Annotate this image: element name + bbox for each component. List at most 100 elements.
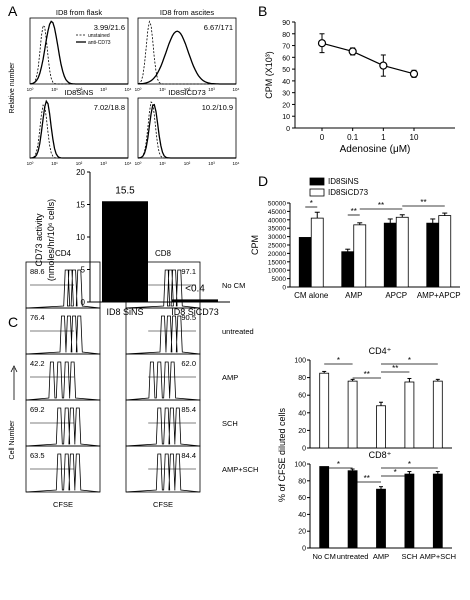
y-tick-label: 5 xyxy=(81,266,86,275)
significance-label: * xyxy=(408,356,411,365)
y-tick-label: 70 xyxy=(282,44,290,51)
cfse-histogram xyxy=(125,315,201,355)
cfse-histogram xyxy=(25,453,101,493)
row-label: untreated xyxy=(222,327,254,336)
y-tick-label: 45000 xyxy=(268,209,286,216)
significance-label: ** xyxy=(364,370,370,379)
cfse-histogram xyxy=(125,407,201,447)
x-tick-label: ID8 SiNS xyxy=(106,307,143,317)
data-label: <0.4 xyxy=(185,283,205,294)
cfse-histogram xyxy=(25,269,101,309)
cfse-histogram xyxy=(25,361,101,401)
x-tick-label: SCH xyxy=(401,552,417,561)
panel-letter-D: D xyxy=(258,173,268,189)
y-axis-title: CPM (X10³) xyxy=(264,51,274,99)
histogram-frame xyxy=(125,445,201,493)
row-label: AMP+SCH xyxy=(222,465,258,474)
histogram-title: ID8SiCD73 xyxy=(168,88,206,97)
histogram-tick-label: 10³ xyxy=(208,161,215,166)
histogram-tick-label: 10⁰ xyxy=(27,87,34,92)
x-tick-label: untreated xyxy=(337,552,369,561)
x-tick-label: 1 xyxy=(381,133,386,142)
y-tick-label: 80 xyxy=(298,375,306,382)
x-tick-label: AMP+SCH xyxy=(420,552,456,561)
bar xyxy=(353,224,367,288)
histogram-title: ID8 from ascites xyxy=(160,8,214,17)
cfse-histogram xyxy=(25,407,101,447)
y-tick-label: 50 xyxy=(282,67,290,74)
y-tick-label: 40 xyxy=(298,512,306,519)
panel-letter-A: A xyxy=(8,3,18,19)
row-label: SCH xyxy=(222,419,238,428)
significance-label: ** xyxy=(392,364,398,373)
row-label: AMP xyxy=(222,373,238,382)
histogram-tick-label: 10⁰ xyxy=(27,161,34,166)
histogram-tick-label: 10⁰ xyxy=(135,87,142,92)
legend-label: ID8SiCD73 xyxy=(328,188,369,197)
isotype-histogram xyxy=(29,104,128,159)
y-axis-title: (nmoles/hr/10⁶ cells) xyxy=(46,199,56,281)
y-tick-label: 100 xyxy=(294,462,306,469)
y-tick-label: 20 xyxy=(298,529,306,536)
histogram-value: 3.99/21.6 xyxy=(94,23,125,32)
y-tick-label: 0 xyxy=(81,298,86,307)
series-line xyxy=(321,42,415,75)
y-tick-label: 80 xyxy=(282,32,290,39)
bar xyxy=(341,251,355,288)
y-tick-label: 25000 xyxy=(268,243,286,250)
bar xyxy=(432,380,443,449)
bar xyxy=(395,216,409,288)
bar xyxy=(404,381,415,449)
histogram-tick-label: 10⁴ xyxy=(125,87,132,92)
bar xyxy=(438,215,452,288)
significance-label: ** xyxy=(420,198,426,207)
gate-percentage: 42.2 xyxy=(30,359,45,368)
significance-label: ** xyxy=(378,201,384,210)
histogram-value: 7.02/18.8 xyxy=(94,103,125,112)
bar xyxy=(376,405,386,449)
x-tick-label: No CM xyxy=(313,552,336,561)
y-tick-label: 20 xyxy=(298,428,306,435)
cfse-histogram xyxy=(125,269,201,309)
y-tick-label: 0 xyxy=(282,285,286,292)
y-tick-label: 30 xyxy=(282,91,290,98)
data-point xyxy=(379,61,388,70)
bar xyxy=(376,488,386,549)
x-tick-label: 0 xyxy=(320,133,325,142)
y-tick-label: 15000 xyxy=(268,259,286,266)
isotype-histogram xyxy=(29,24,128,85)
x-tick-label: CM alone xyxy=(294,291,329,300)
y-tick-label: 15 xyxy=(76,201,85,210)
x-tick-label: ID8 SiCD73 xyxy=(171,307,219,317)
bar xyxy=(319,372,330,449)
histogram-tick-label: 10⁴ xyxy=(125,161,132,166)
histogram-tick-label: 10² xyxy=(76,161,83,166)
histogram-tick-label: 10³ xyxy=(100,161,107,166)
histogram-title: ID8SiNS xyxy=(65,88,94,97)
histogram-tick-label: 10³ xyxy=(208,87,215,92)
bar xyxy=(172,299,218,302)
y-tick-label: 10 xyxy=(282,114,290,121)
gate-percentage: 62.0 xyxy=(181,359,196,368)
legend-label-unstained: unstained xyxy=(88,33,110,39)
gate-percentage: 76.4 xyxy=(30,313,45,322)
stained-histogram xyxy=(137,103,236,159)
y-axis-title: CD73 activity xyxy=(34,213,44,267)
histogram-tick-label: 10⁰ xyxy=(135,161,142,166)
y-tick-label: 20 xyxy=(282,102,290,109)
histogram-value: 10.2/10.9 xyxy=(202,103,233,112)
significance-label: * xyxy=(337,356,340,365)
gate-percentage: 84.4 xyxy=(181,451,196,460)
bar xyxy=(319,466,330,549)
histogram-tick-label: 10⁴ xyxy=(233,161,240,166)
data-point xyxy=(317,39,327,48)
legend-label-anti-cd73: anti-CD73 xyxy=(88,40,111,46)
y-tick-label: 20000 xyxy=(268,251,286,258)
y-tick-label: 80 xyxy=(298,478,306,485)
significance-label: ** xyxy=(351,207,357,216)
histogram-tick-label: 10⁴ xyxy=(233,87,240,92)
column-title: CD8 xyxy=(155,249,172,258)
legend-swatch xyxy=(309,188,325,197)
y-tick-label: 0 xyxy=(302,446,306,453)
